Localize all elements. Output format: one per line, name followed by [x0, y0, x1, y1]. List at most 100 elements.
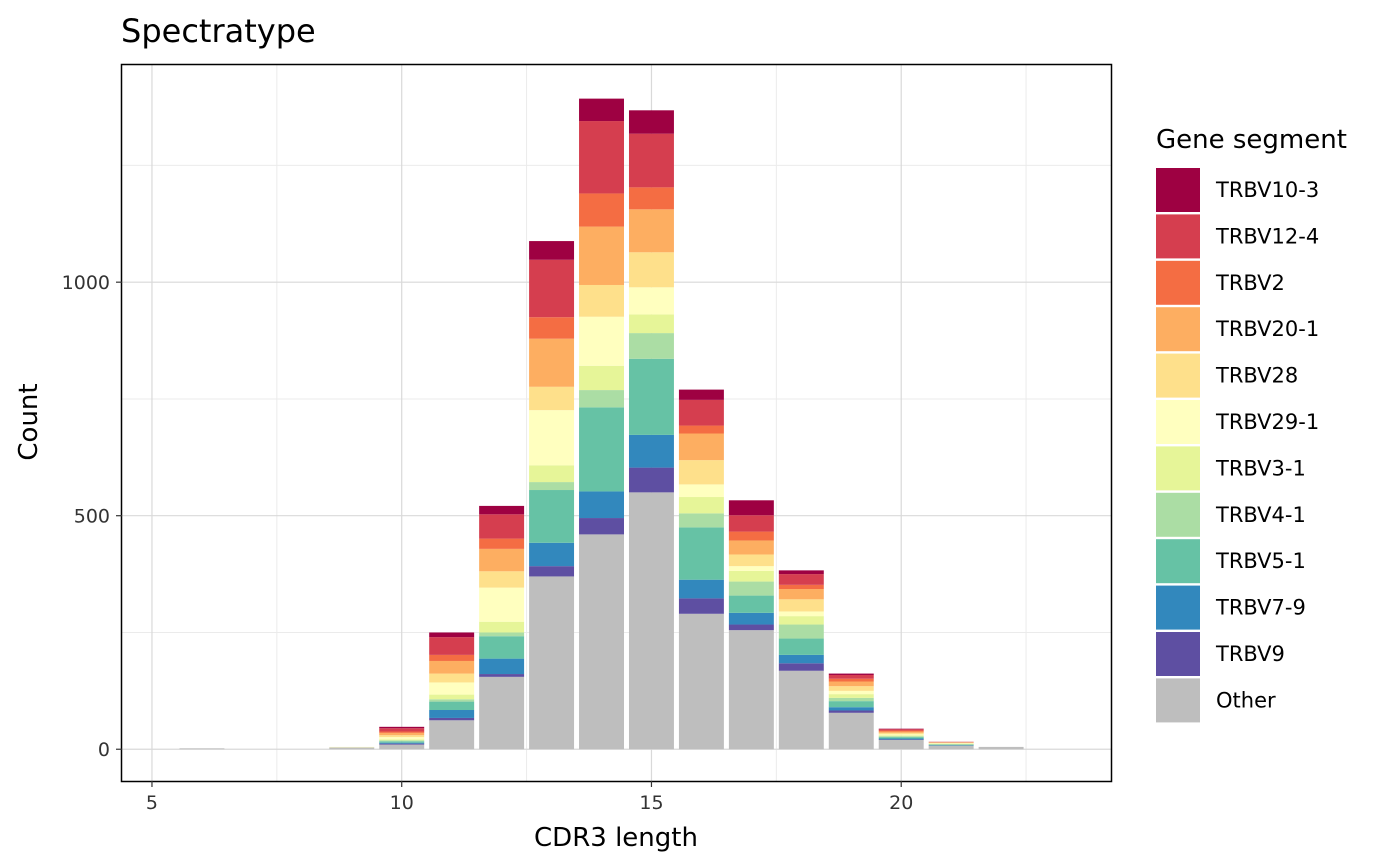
bar-segment: [878, 739, 924, 750]
bar-segment: [828, 701, 874, 708]
bar-segment: [878, 737, 924, 739]
bar-segment: [479, 636, 525, 659]
bar-segment: [429, 694, 475, 700]
bar-segment: [628, 187, 674, 210]
bar-segment: [628, 358, 674, 435]
bar-segment: [878, 731, 924, 733]
bar-segment: [878, 736, 924, 738]
bar-segment: [529, 576, 575, 750]
bar-segment: [379, 741, 425, 743]
bar-segment: [828, 712, 874, 750]
bar-segment: [579, 407, 624, 492]
bar-segment: [778, 570, 824, 575]
bar-segment: [529, 241, 575, 260]
bar-segment: [728, 581, 774, 596]
bar-segment: [429, 701, 475, 711]
bar-segment: [878, 729, 924, 731]
bar-segment: [579, 98, 624, 122]
bar-segment: [479, 632, 525, 637]
plot-panel-border: [120, 63, 1113, 783]
bar-segment: [828, 674, 874, 679]
bar-segment: [628, 314, 674, 334]
legend-label: Other: [1216, 688, 1276, 712]
bar-segment: [928, 742, 974, 743]
bar-segment: [479, 658, 525, 675]
bar-segment: [728, 554, 774, 567]
legend-label: TRBV10-3: [1215, 178, 1319, 202]
bar-segment: [379, 739, 425, 741]
bar-segment: [928, 744, 974, 746]
bar-segment: [579, 491, 624, 519]
bar-segment: [678, 527, 724, 580]
bar-segment: [379, 742, 425, 744]
bar-segment: [479, 505, 525, 515]
bar-segment: [579, 284, 624, 317]
legend-key: [1156, 446, 1200, 491]
bar-segment: [479, 548, 525, 572]
bar-segment: [429, 632, 475, 638]
bar-segment: [928, 743, 974, 745]
bar-segment: [828, 710, 874, 713]
bar-segment: [728, 570, 774, 582]
bar-segment: [529, 338, 575, 387]
bar-segment: [728, 630, 774, 750]
bar-segment: [878, 732, 924, 735]
bar-segment: [678, 389, 724, 400]
bar-segment: [628, 434, 674, 468]
legend-key: [1156, 492, 1200, 537]
bar-segment: [529, 490, 575, 543]
bar-segment: [778, 654, 824, 664]
legend-label: TRBV20-1: [1215, 317, 1319, 341]
legend-key: [1156, 539, 1200, 584]
bar-segment: [778, 624, 824, 639]
bar-segment: [678, 513, 724, 528]
x-axis-title: CDR3 length: [534, 823, 698, 853]
bar-segment: [678, 598, 724, 614]
bar-segment: [529, 465, 575, 483]
bar-segment: [429, 710, 475, 718]
bar-segment: [379, 731, 425, 733]
legend-label: TRBV3-1: [1215, 456, 1306, 480]
x-tick-label: 5: [146, 792, 158, 814]
bar-segment: [778, 584, 824, 590]
bar-segment: [778, 599, 824, 612]
bar-segment: [828, 681, 874, 687]
y-axis-title: Count: [14, 383, 44, 460]
bar-segment: [529, 542, 575, 567]
bar-segment: [978, 746, 1024, 750]
x-tick-label: 10: [390, 792, 414, 814]
bar-segment: [828, 678, 874, 682]
bar-segment: [579, 193, 624, 227]
bar-segment: [429, 720, 475, 750]
bar-segment: [928, 745, 974, 750]
legend-key: [1156, 260, 1200, 305]
y-axis: 0 500 1000: [62, 272, 122, 761]
y-tick-label: 0: [98, 739, 110, 761]
bar-segment: [379, 726, 425, 729]
bar-segment: [628, 110, 674, 134]
bar-segment: [878, 738, 924, 740]
bar-segment: [878, 739, 924, 740]
bar-segment: [379, 740, 425, 742]
bar-segment: [479, 587, 525, 622]
bar-segment: [928, 744, 974, 745]
bars: [179, 98, 1024, 750]
bar-segment: [329, 747, 375, 750]
bar-segment: [628, 333, 674, 359]
bar-segment: [429, 682, 475, 695]
legend-label: TRBV2: [1215, 271, 1285, 295]
bar-segment: [479, 621, 525, 633]
bar-segment: [828, 690, 874, 695]
bar-segment: [628, 492, 674, 750]
bar-segment: [928, 742, 974, 744]
bar-segment: [678, 425, 724, 434]
bar-segment: [878, 734, 924, 736]
bar-segment: [379, 743, 425, 745]
bar-segment: [429, 717, 475, 721]
bar-segment: [928, 745, 974, 746]
bar-segment: [678, 579, 724, 599]
bar-segment: [479, 674, 525, 677]
bar-segment: [479, 514, 525, 539]
bar-segment: [628, 252, 674, 288]
bar-segment: [628, 133, 674, 188]
